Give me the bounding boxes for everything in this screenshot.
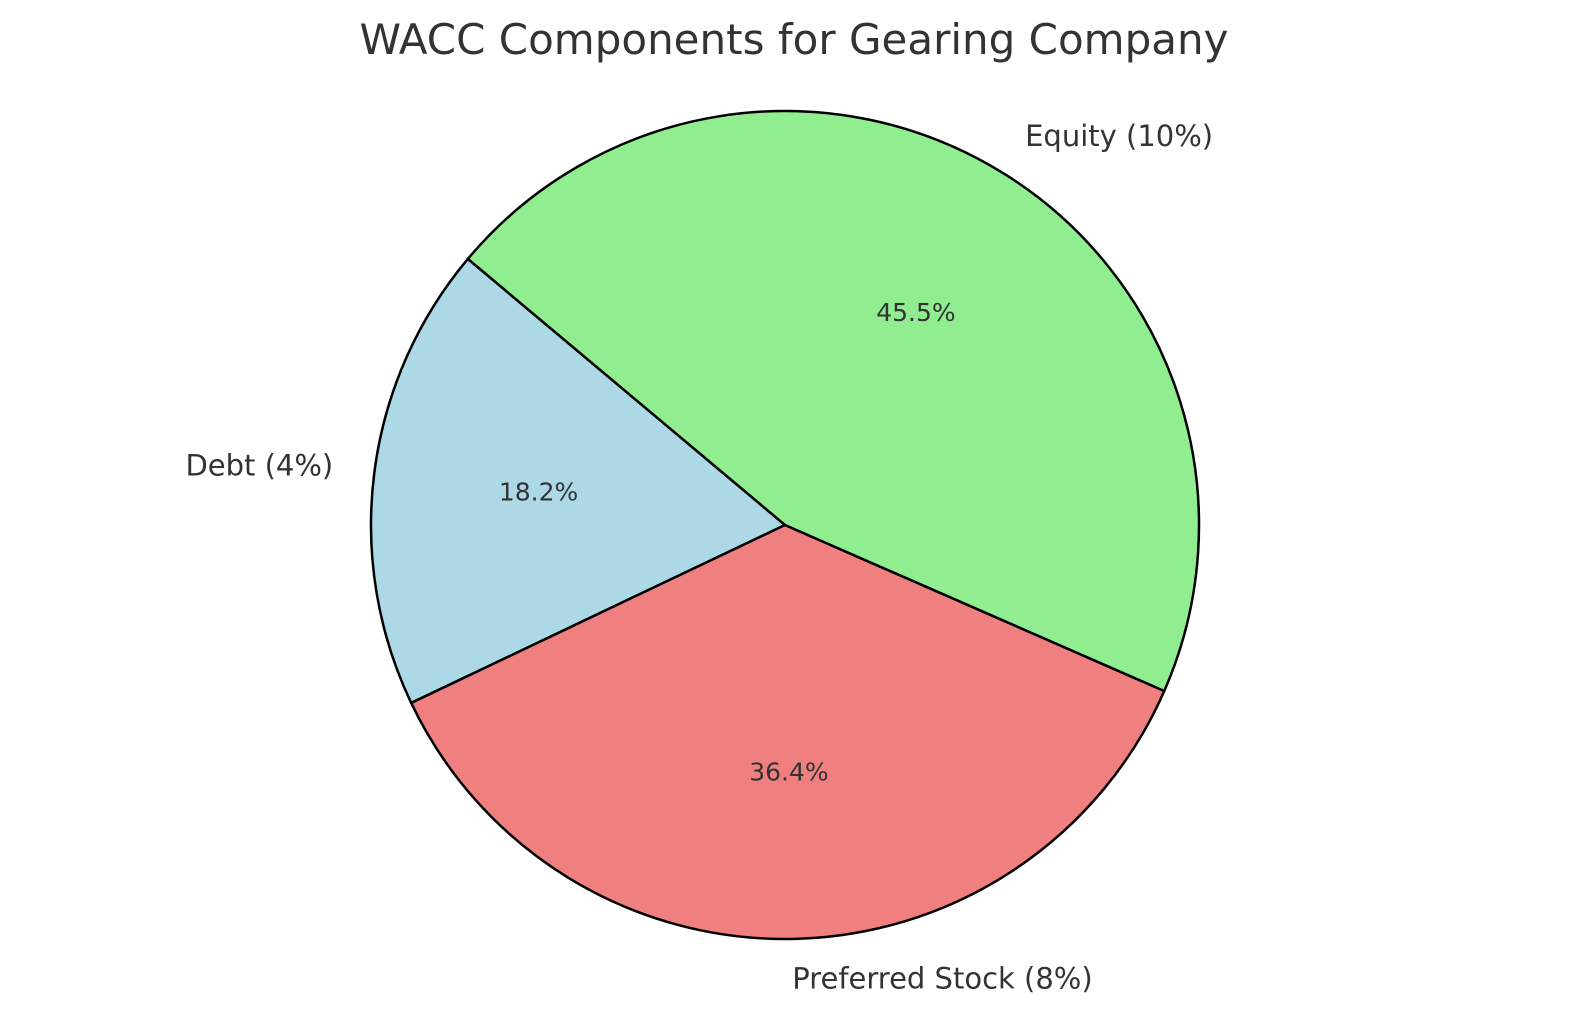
chart-title: WACC Components for Gearing Company bbox=[360, 15, 1229, 64]
pie-slice-2 bbox=[466, 109, 1201, 693]
slices-layer bbox=[369, 109, 1201, 941]
slice-label-0: Debt (4%) bbox=[185, 448, 333, 482]
slice-label-1: Preferred Stock (8%) bbox=[792, 961, 1092, 995]
slice-label-2: Equity (10%) bbox=[1025, 119, 1213, 153]
slice-percent-label-0: 18.2% bbox=[499, 478, 578, 507]
labels-layer: Debt (4%) 18.2% Preferred Stock (8%) 36.4% E… bbox=[185, 119, 1213, 995]
pie-slice-0 bbox=[369, 257, 787, 705]
slice-percent-label-2: 45.5% bbox=[876, 298, 955, 327]
pie-slice-1 bbox=[409, 523, 1166, 941]
slice-percent-label-1: 36.4% bbox=[749, 757, 828, 786]
